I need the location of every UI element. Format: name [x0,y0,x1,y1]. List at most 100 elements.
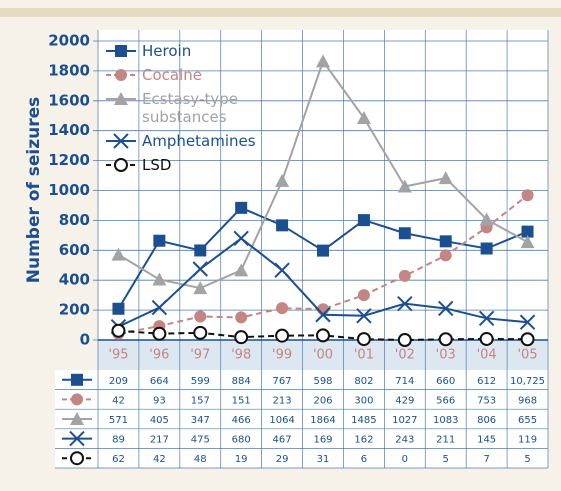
point [193,325,208,340]
point [480,242,493,255]
legend-entry: Ecstasy-type substances [104,90,294,126]
point [439,235,452,248]
legend-icon [106,69,136,81]
point [274,262,290,278]
legend: Heroin Cocaine Ecstasy-type substances Amph… [104,42,294,180]
point [397,333,412,347]
legend-icon [106,45,136,57]
legend-entry: Amphetamines [104,132,294,150]
table-cell: 209 [109,376,128,387]
marker-icon [71,373,83,386]
table-cell: 119 [518,435,537,446]
table-cell: 566 [436,395,455,406]
table-cell: 767 [273,376,292,387]
y-tick-label: 800 [59,211,90,229]
top-band [0,8,561,17]
table-cell: 29 [276,454,289,465]
table-cell: 753 [477,395,496,406]
x-tick-label: '99 [272,348,292,363]
table-cell: 806 [477,415,496,426]
y-tick-label: 400 [59,271,90,289]
point [356,332,371,347]
y-tick-label: 600 [59,241,90,259]
point [479,331,494,346]
table-cell: 714 [395,376,414,387]
table-cell: 42 [112,395,125,406]
marker-icon [70,412,84,425]
point [235,311,248,324]
marker-icon [114,92,128,105]
legend-label: Ecstasy-type substances [142,90,238,126]
point [235,201,248,214]
category-row [98,340,548,370]
point [276,302,289,315]
y-tick-label: 1600 [48,91,90,109]
table-cell: 680 [232,435,251,446]
point [276,219,289,232]
table-cell: 660 [436,376,455,387]
table-cell: 145 [477,435,496,446]
point [192,261,208,277]
point [478,310,495,327]
legend-label: Amphetamines [142,132,256,150]
x-tick-label: '97 [190,348,210,363]
y-tick-label: 2000 [48,32,90,50]
x-tick-label: '95 [108,348,128,363]
table-cell: 211 [436,435,455,446]
table-cell: 429 [395,395,414,406]
marker-icon [71,393,83,406]
legend-label: LSD [142,156,172,174]
point [315,307,331,323]
table-cell: 7 [483,454,489,465]
table-area [55,370,548,468]
point [233,230,249,247]
point [519,314,536,330]
table-cell: 475 [191,435,210,446]
point [357,289,370,302]
point [275,328,290,343]
point [152,272,167,286]
point [316,54,330,68]
table-cell: 169 [313,435,332,446]
y-tick-label: 1200 [48,151,90,169]
x-tick-label: '98 [231,348,251,363]
table-cell: 42 [153,454,166,465]
y-tick-label: 0 [80,331,90,349]
table-cell: 19 [235,454,248,465]
table-cell: 466 [232,415,251,426]
point [151,299,168,316]
table-cell: 213 [273,395,292,406]
table-cell: 93 [153,395,166,406]
table-cell: 571 [109,415,128,426]
y-tick-label: 1800 [48,61,90,79]
point [153,234,166,247]
table-cell: 48 [194,454,207,465]
point [111,323,126,338]
point [397,295,413,312]
table-cell: 467 [273,435,292,446]
table-cell: 405 [150,415,169,426]
point [112,302,125,315]
table-cell: 300 [354,395,373,406]
plot-area [98,30,548,340]
y-axis-title: Number of seizures [24,97,44,284]
table-cell: 612 [477,376,496,387]
table-cell: 162 [354,435,373,446]
x-tick-label: '01 [354,348,374,363]
point [111,247,126,261]
table-cell: 10,725 [510,376,545,387]
table-cell: 1083 [433,415,458,426]
y-tick-label: 1000 [48,181,90,199]
point [317,244,329,257]
table-cell: 655 [518,415,537,426]
point [194,310,207,323]
point [520,235,535,249]
point [397,179,412,193]
legend-label: Cocaine [142,66,202,84]
legend-entry: Heroin [104,42,294,60]
marker-icon [115,69,127,81]
point [438,332,453,347]
point [398,269,411,282]
point [356,308,372,324]
table-cell: 206 [313,395,332,406]
